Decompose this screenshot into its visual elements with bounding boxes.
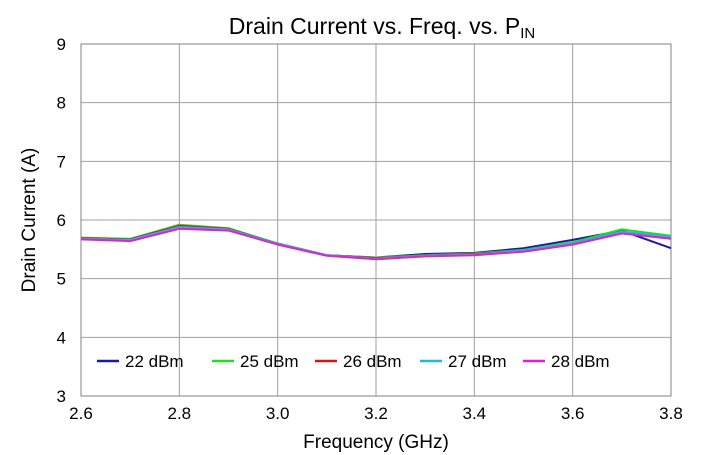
x-tick-label: 3.4 xyxy=(463,404,487,423)
x-axis-title: Frequency (GHz) xyxy=(303,432,449,453)
plot-area xyxy=(80,43,672,397)
chart-title-subscript: IN xyxy=(520,25,535,42)
legend-label: 25 dBm xyxy=(240,352,299,371)
legend: 22 dBm 25 dBm 26 dBm 27 dBm 28 dBm xyxy=(97,352,610,371)
y-tick-label: 6 xyxy=(57,211,66,230)
legend-label: 26 dBm xyxy=(343,352,402,371)
y-axis-title: Drain Current (A) xyxy=(19,148,40,293)
x-tick-label: 2.8 xyxy=(168,404,192,423)
chart-title: Drain Current vs. Freq. vs. PIN xyxy=(229,13,535,42)
x-tick-label: 3.8 xyxy=(659,404,683,423)
x-tick-label: 3.0 xyxy=(266,404,290,423)
legend-label: 27 dBm xyxy=(448,352,507,371)
series-line-28-dbm xyxy=(80,227,672,261)
y-tick-label: 4 xyxy=(57,328,66,347)
y-tick-label: 9 xyxy=(57,35,66,54)
x-tick-label: 3.2 xyxy=(364,404,388,423)
legend-label: 28 dBm xyxy=(551,352,610,371)
x-tick-label: 2.6 xyxy=(69,404,93,423)
y-tick-label: 8 xyxy=(57,94,66,113)
y-tick-label: 5 xyxy=(57,270,66,289)
y-tick-labels: 3 4 5 6 7 8 9 xyxy=(57,35,66,406)
chart-title-main: Drain Current vs. Freq. vs. P xyxy=(229,13,520,39)
series-lines xyxy=(80,223,672,261)
x-tick-labels: 2.6 2.8 3.0 3.2 3.4 3.6 3.8 xyxy=(69,404,683,423)
x-tick-label: 3.6 xyxy=(561,404,585,423)
legend-label: 22 dBm xyxy=(125,352,184,371)
y-tick-label: 3 xyxy=(57,387,66,406)
y-tick-label: 7 xyxy=(57,152,66,171)
